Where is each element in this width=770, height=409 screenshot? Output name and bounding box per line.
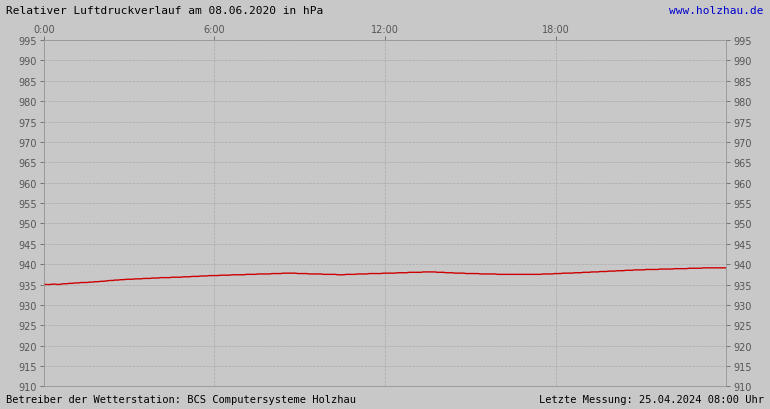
- Text: www.holzhau.de: www.holzhau.de: [669, 6, 764, 16]
- Text: Relativer Luftdruckverlauf am 08.06.2020 in hPa: Relativer Luftdruckverlauf am 08.06.2020…: [6, 6, 323, 16]
- Text: Betreiber der Wetterstation: BCS Computersysteme Holzhau: Betreiber der Wetterstation: BCS Compute…: [6, 394, 357, 404]
- Text: Letzte Messung: 25.04.2024 08:00 Uhr: Letzte Messung: 25.04.2024 08:00 Uhr: [539, 394, 764, 404]
